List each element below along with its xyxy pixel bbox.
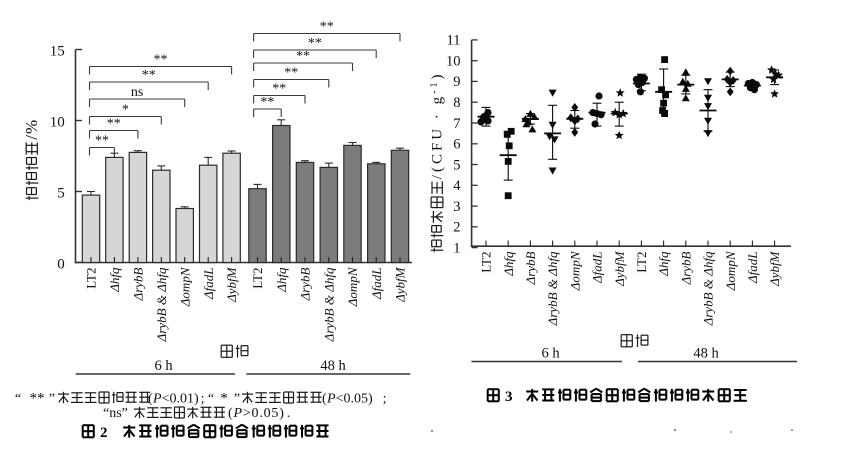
svg-text:**: **	[284, 66, 298, 81]
svg-text:**: **	[320, 20, 334, 35]
svg-text:3: 3	[453, 199, 460, 215]
svg-text:ΔybfM: ΔybfM	[612, 250, 627, 287]
svg-text:4: 4	[453, 178, 461, 194]
svg-text:ΔrybB: ΔrybB	[298, 267, 313, 301]
svg-text:ΔompN: ΔompN	[723, 250, 738, 291]
svg-text:(: (	[322, 392, 327, 407]
svg-text:5: 5	[453, 157, 460, 173]
svg-text:**: **	[308, 36, 322, 51]
svg-text:10: 10	[446, 54, 461, 70]
svg-text:ΔybfM: ΔybfM	[224, 266, 239, 303]
svg-text:LT2: LT2	[634, 252, 649, 273]
svg-text:ΔfadL: ΔfadL	[745, 252, 760, 284]
svg-text:48 h: 48 h	[693, 346, 719, 362]
svg-text:ΔompN: ΔompN	[345, 266, 360, 307]
svg-text:ΔrybB & Δhfq: ΔrybB & Δhfq	[545, 251, 560, 326]
svg-text:”: ”	[49, 392, 55, 407]
svg-text:ΔfadL: ΔfadL	[590, 252, 605, 284]
svg-text:5: 5	[57, 186, 65, 202]
svg-text:15: 15	[50, 44, 65, 60]
svg-text:**: **	[154, 53, 168, 68]
svg-text:Δhfq: Δhfq	[274, 267, 289, 293]
svg-text:“: “	[208, 392, 214, 407]
svg-text:/(CFU · g-1): /(CFU · g-1)	[429, 72, 446, 180]
svg-text:LT2: LT2	[84, 268, 99, 289]
svg-text:ΔompN: ΔompN	[177, 266, 192, 307]
svg-text:48 h: 48 h	[320, 358, 346, 374]
svg-text:(P>0.05).: (P>0.05).	[228, 406, 291, 421]
svg-text:1: 1	[453, 240, 460, 256]
svg-text:ΔrybB & Δhfq: ΔrybB & Δhfq	[154, 267, 169, 342]
svg-text:ΔybfM: ΔybfM	[767, 250, 782, 287]
svg-text:6 h: 6 h	[154, 358, 173, 374]
svg-text:ΔfadL: ΔfadL	[201, 268, 216, 300]
svg-text:**: **	[142, 68, 156, 83]
svg-text:ΔrybB & Δhfq: ΔrybB & Δhfq	[321, 267, 336, 342]
svg-text:**: **	[296, 49, 310, 64]
svg-text:**: **	[30, 391, 45, 407]
svg-text:2: 2	[100, 425, 108, 441]
svg-text:ΔrybB: ΔrybB	[678, 251, 693, 285]
svg-text:2: 2	[453, 220, 460, 236]
svg-text:Δhfq: Δhfq	[656, 251, 671, 277]
svg-text:**: **	[107, 117, 121, 132]
svg-text:3: 3	[505, 389, 513, 405]
svg-text:ΔybfM: ΔybfM	[393, 266, 408, 303]
svg-text:9: 9	[453, 74, 460, 90]
svg-text:**: **	[95, 134, 109, 149]
svg-text:P<0.05);: P<0.05);	[326, 392, 387, 407]
svg-text:ns: ns	[131, 85, 143, 100]
svg-text:(: (	[148, 392, 153, 407]
svg-text:8: 8	[453, 95, 460, 111]
svg-text:“: “	[15, 392, 21, 407]
svg-text:11: 11	[447, 33, 461, 49]
svg-text:ΔfadL: ΔfadL	[369, 268, 384, 300]
svg-text:ΔompN: ΔompN	[567, 250, 582, 291]
svg-text:ΔrybB & Δhfq: ΔrybB & Δhfq	[701, 251, 716, 326]
svg-text:/%: /%	[22, 119, 41, 140]
svg-text:**: **	[260, 95, 274, 110]
svg-text:0: 0	[57, 257, 65, 273]
svg-text:“ns”: “ns”	[103, 406, 128, 421]
svg-text:Δhfq: Δhfq	[501, 251, 516, 277]
svg-text:10: 10	[50, 115, 65, 131]
svg-text:**: **	[272, 82, 286, 97]
svg-text:P<0.01);: P<0.01);	[152, 392, 205, 407]
svg-text:Δhfq: Δhfq	[107, 267, 122, 293]
svg-text:6 h: 6 h	[541, 346, 560, 362]
svg-text:ΔrybB: ΔrybB	[523, 251, 538, 285]
svg-text:*: *	[122, 103, 129, 118]
svg-text:”: ”	[234, 392, 240, 407]
svg-text:LT2: LT2	[250, 268, 265, 289]
svg-text:LT2: LT2	[479, 252, 494, 273]
svg-text:7: 7	[453, 116, 460, 132]
svg-text:*: *	[220, 391, 228, 407]
svg-text:ΔrybB: ΔrybB	[131, 267, 146, 301]
svg-text:6: 6	[453, 137, 460, 153]
